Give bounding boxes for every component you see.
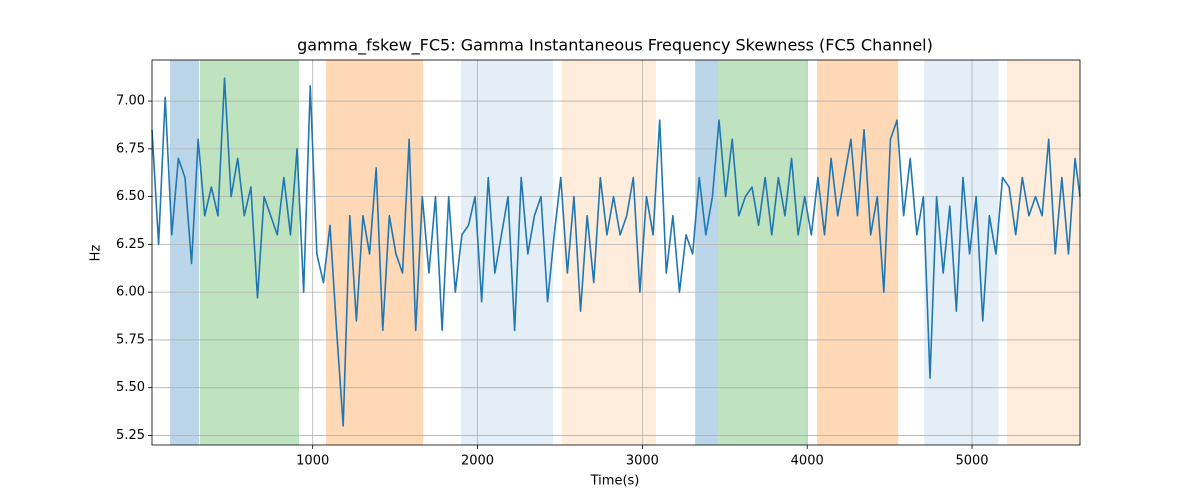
span: [199, 60, 300, 445]
y-tick-label: 6.25: [116, 237, 145, 252]
x-axis-label: Time(s): [590, 474, 640, 489]
spans: [169, 60, 1080, 445]
span: [169, 60, 199, 445]
plot: [151, 77, 1081, 427]
y-tick-label: 6.50: [116, 189, 145, 204]
span: [718, 60, 808, 445]
y-tick-label: 7.00: [116, 94, 145, 109]
y-tick-label: 5.50: [116, 380, 145, 395]
plot-frame: [151, 59, 1081, 446]
line-series: [151, 77, 1081, 427]
span: [461, 60, 554, 445]
x-tick-label: 1000: [296, 454, 329, 469]
y-axis-label: Hz: [89, 245, 104, 262]
span: [817, 60, 899, 445]
x-tick-label: 2000: [461, 454, 494, 469]
chart-title: gamma_fskew_FC5: Gamma Instantaneous Fre…: [297, 36, 933, 56]
span: [695, 60, 719, 445]
x-tick-label: 4000: [791, 454, 824, 469]
x-tick-label: 5000: [955, 454, 988, 469]
span: [924, 60, 999, 445]
ticks: 1000 2000 3000 4000 5000 5.25 5.50 5.75 6.00 6.25…: [116, 94, 989, 469]
x-tick-label: 3000: [626, 454, 659, 469]
y-tick-label: 6.00: [116, 285, 145, 300]
y-tick-label: 5.25: [116, 428, 145, 443]
y-tick-label: 5.75: [116, 332, 145, 347]
span: [326, 60, 424, 445]
y-tick-label: 6.75: [116, 141, 145, 156]
